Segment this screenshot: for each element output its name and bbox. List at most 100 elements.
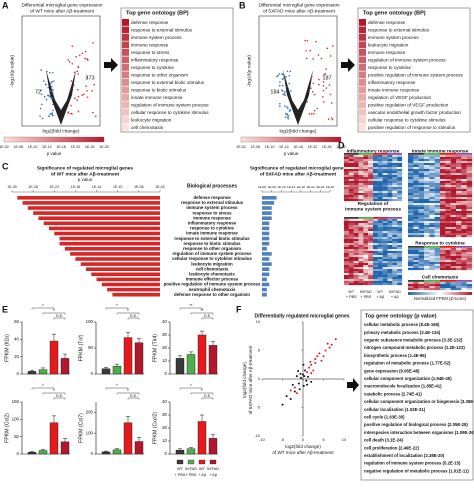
bar [262,267,270,271]
bar [262,206,272,210]
heatmap-cell [450,157,457,160]
heatmap-cell [348,245,354,248]
heatmap-cell [461,185,467,188]
go-swatch [122,34,129,41]
heatmap-cell [440,215,446,218]
heatmap-cell [397,183,403,186]
volcano-dot [77,66,80,69]
heatmap-cell [440,173,446,176]
heatmap-cell [397,171,403,174]
volcano-dot [77,88,79,91]
go-swatch [359,116,366,124]
bar [49,226,160,231]
heatmap-cell [348,259,354,262]
heatmap-cell [408,282,414,285]
group-bar [440,153,456,155]
heatmap-cell [461,268,467,271]
volcano-dot [281,84,284,87]
heatmap-cell [440,256,446,259]
heatmap-cell [397,159,403,162]
volcano-dot [278,84,281,87]
heatmap-cell [434,223,441,226]
volcano-dot [305,57,308,60]
group-bar [344,153,359,155]
down-count: 72 [35,89,41,95]
heatmap-cell [461,175,467,178]
bar [38,450,48,455]
heatmap-cell [373,193,378,196]
heatmap-cell [368,273,374,276]
heatmap-cell [353,283,359,286]
heatmap-cell [373,267,378,270]
heatmap-cell [363,187,369,190]
p-legend-title: p value [47,151,62,156]
heatmap-cell [397,237,403,240]
heatmap-cell [382,169,388,172]
go-box [357,7,471,133]
process-term: immune response [193,215,231,220]
bar [262,257,270,261]
heatmap-cell [382,257,388,260]
heatmap-cell [392,171,398,174]
heatmap-cell [373,173,378,176]
y-tick-label: 20 [162,425,167,430]
heatmap-cell [429,161,435,164]
heatmap-cell [353,265,359,268]
arrow [104,58,118,72]
heatmap-cell [368,195,374,198]
heatmap-cell [373,273,378,276]
heatmap-cell [445,260,451,263]
process-term: regulation of immune system process [172,251,252,256]
heatmap-cell [358,235,364,238]
heatmap-cell [445,169,451,172]
p-legend-tick: 1E-18 [56,145,66,149]
heatmap-cell [363,227,369,230]
error-bar [200,414,204,422]
heatmap-cell [377,175,383,178]
heatmap-cell [397,259,403,262]
heatmap-cell [466,262,473,265]
heatmap-cell [387,171,393,174]
y-tick-label: 30 [162,412,167,417]
sig-label: ** [189,303,193,308]
volcano-dot [286,113,289,116]
group-bar [387,153,402,155]
heatmap-cell [377,199,383,202]
volcano-dot [70,112,72,115]
heatmap-cell [413,215,419,218]
volcano-dot [93,83,96,86]
heatmap-cell [368,221,374,224]
heatmap-cell [358,271,364,274]
heatmap-cell [429,183,435,186]
heatmap-cell [382,159,388,162]
heatmap-cell [397,185,403,188]
heatmap-cell [373,165,378,168]
heatmap-cell [418,256,425,259]
heatmap-cell [456,229,462,232]
heatmap-cell [418,159,425,162]
heatmap-cell [387,263,393,266]
heatmap-cell [353,189,359,192]
sig-bracket [53,397,66,400]
heatmap-cell [348,275,354,278]
volcano-dot [39,107,42,110]
heatmap-cell [461,209,467,212]
heatmap-cell [382,233,388,236]
heatmap-cell [413,189,419,192]
heatmap-cell [392,235,398,238]
heatmap-cell [429,248,435,251]
bar [96,277,160,282]
heatmap-cell [418,229,425,232]
go-term: biosynthetic process (1.4E-96) [364,353,427,358]
heatmap-cell [348,189,354,192]
heatmap-cell [440,223,446,226]
heatmap-cell [373,199,378,202]
heatmap-cell [353,245,359,248]
heatmap-cell [466,235,473,238]
heatmap-cell [368,175,374,178]
go-box [120,7,234,133]
heatmap-cell [363,263,369,266]
heatmap-cell [344,157,349,160]
heatmap-cell [461,191,467,194]
heatmap-cell [413,252,419,255]
